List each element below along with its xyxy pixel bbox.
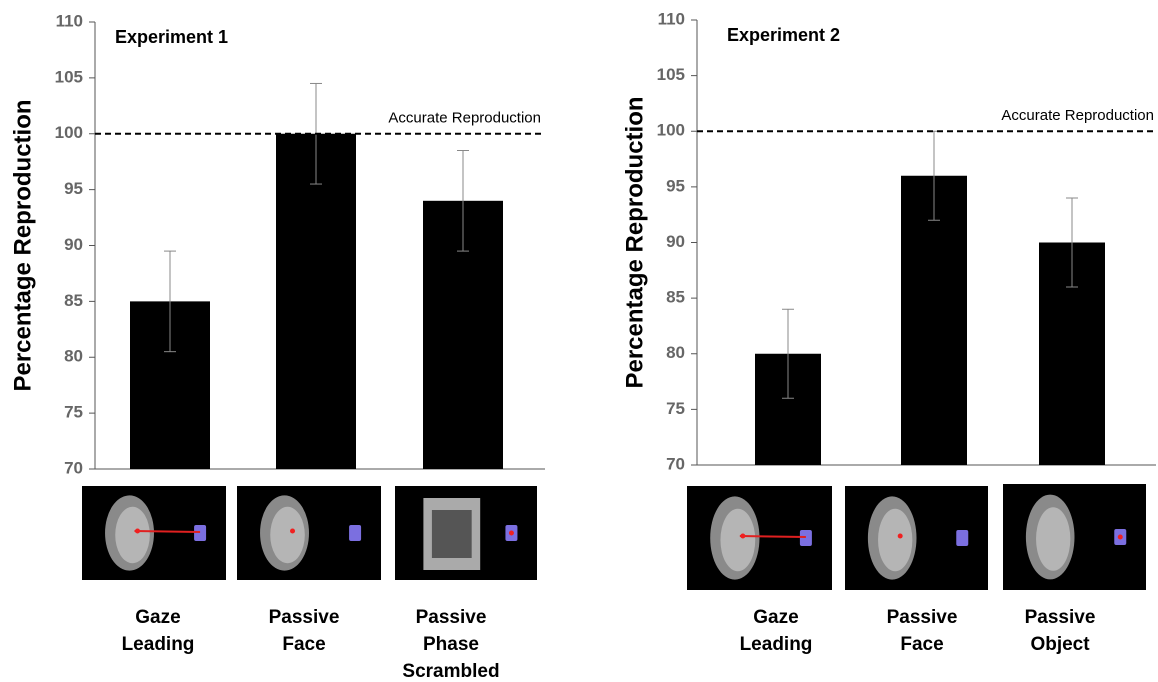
gaze-line [135, 531, 201, 532]
fixation-dot [135, 529, 140, 534]
y-tick-label: 85 [64, 291, 83, 310]
y-tick-label: 70 [666, 454, 685, 473]
category-label: Leading [122, 634, 195, 655]
figure: 70 75 80 85 90 95 100 105 110 Percentage Reproduc… [0, 0, 1158, 682]
category-label: Object [1030, 634, 1090, 655]
mug [194, 525, 206, 541]
mug [349, 525, 361, 541]
gaze-line [740, 536, 806, 537]
y-tick-label: 85 [666, 288, 685, 307]
reference-label: Accurate Reproduction [1001, 107, 1154, 124]
y-tick-label: 110 [658, 9, 685, 28]
category-label: Gaze [135, 607, 180, 628]
category-label: Phase [423, 634, 479, 655]
y-tick-label: 105 [55, 67, 83, 86]
face-inner [878, 509, 912, 571]
category-label: Passive [416, 607, 487, 628]
category-label: Gaze [753, 607, 798, 628]
category-label: Passive [887, 607, 958, 628]
y-tick-label: 80 [666, 343, 685, 362]
y-tick-label: 80 [64, 347, 83, 366]
y-tick-label: 90 [666, 232, 685, 251]
face-inner [115, 507, 150, 563]
y-axis-label: Percentage Reproduction [9, 99, 36, 391]
fixation-dot [740, 534, 745, 539]
category-label: Passive [1025, 607, 1096, 628]
mug [800, 530, 812, 546]
fixation-dot [898, 534, 903, 539]
reference-label: Accurate Reproduction [388, 110, 541, 127]
category-label: Passive [269, 607, 340, 628]
y-tick-label: 95 [64, 179, 83, 198]
chart-title: Experiment 2 [727, 25, 840, 45]
fixation-dot [290, 529, 295, 534]
y-tick-label: 95 [666, 176, 685, 195]
face-inner [720, 509, 755, 571]
category-label: Face [900, 634, 943, 655]
fixation-dot [1118, 535, 1123, 540]
y-tick-label: 70 [64, 458, 83, 477]
category-label: Face [282, 634, 325, 655]
y-tick-label: 110 [56, 11, 83, 30]
scrambled-noise [432, 510, 472, 558]
y-tick-label: 75 [64, 403, 83, 422]
y-axis-label: Percentage Reproduction [621, 96, 648, 388]
face-inner [270, 507, 305, 563]
y-tick-label: 90 [64, 235, 83, 254]
category-label: Leading [740, 634, 813, 655]
face-inner [1036, 507, 1070, 571]
y-tick-label: 100 [55, 123, 83, 142]
fixation-dot [509, 531, 514, 536]
mug [956, 530, 968, 546]
y-tick-label: 105 [657, 65, 685, 84]
chart-title: Experiment 1 [115, 27, 228, 47]
y-tick-label: 100 [657, 121, 685, 140]
y-tick-label: 75 [666, 399, 685, 418]
category-label: Scrambled [402, 661, 499, 682]
